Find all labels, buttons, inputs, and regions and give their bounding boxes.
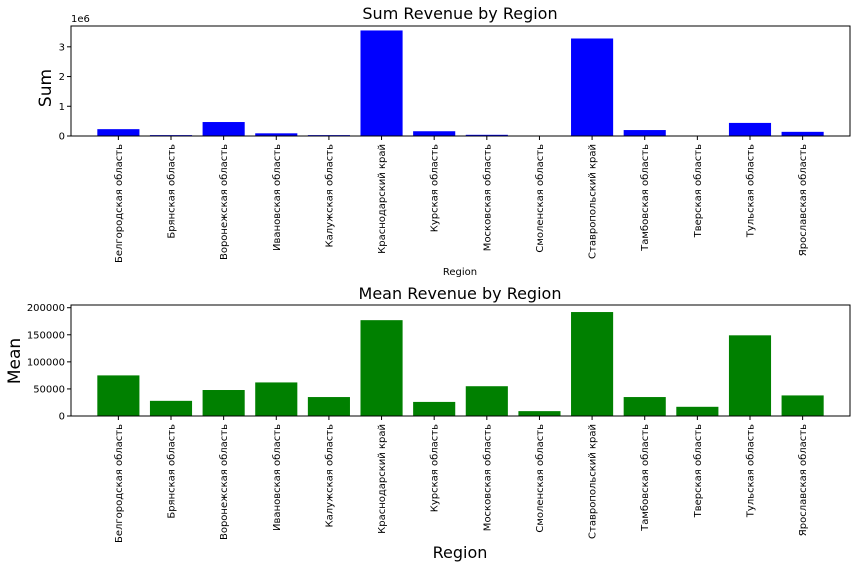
- x-axis-label: Region: [443, 267, 477, 278]
- y-tick-label: 50000: [33, 384, 65, 395]
- x-tick-label: Ставропольский край: [588, 144, 599, 259]
- y-offset-label: 1e6: [71, 14, 90, 25]
- bars: [97, 312, 824, 416]
- bar: [202, 390, 245, 416]
- y-tick-label: 3: [59, 42, 65, 53]
- x-tick-label: Тверская область: [693, 424, 704, 518]
- y-axis-label: Sum: [36, 69, 56, 107]
- x-ticks: Белгородская область Брянская область Воро…: [114, 416, 809, 543]
- x-tick-label: Тульская область: [745, 144, 756, 238]
- x-tick-label: Калужская область: [324, 144, 335, 248]
- plot-frame: [70, 304, 851, 417]
- bar: [97, 375, 140, 416]
- bar: [518, 411, 561, 416]
- bar: [728, 335, 772, 416]
- x-tick-label: Тверская область: [693, 144, 704, 238]
- bar: [676, 406, 719, 416]
- y-ticks: 0 50000 100000 150000 200000: [27, 303, 71, 423]
- x-tick-label: Калужская область: [324, 424, 335, 528]
- y-tick-label: 0: [59, 412, 65, 423]
- x-ticks: Белгородская область Брянская область Воро…: [114, 136, 809, 263]
- bar: [149, 400, 193, 416]
- y-tick-label: 100000: [27, 357, 65, 368]
- x-tick-label: Московская область: [482, 144, 493, 251]
- bar: [360, 30, 403, 136]
- x-tick-label: Брянская область: [167, 424, 178, 519]
- x-tick-label: Ярославская область: [798, 424, 809, 536]
- x-tick-label: Тульская область: [745, 424, 756, 518]
- bar: [255, 382, 298, 416]
- sum-revenue-chart: Sum Revenue by Region 1e6 Sum Region 0 1 2…: [36, 4, 851, 278]
- x-tick-label: Белгородская область: [114, 144, 125, 263]
- bar: [781, 395, 824, 416]
- y-axis-label: Mean: [5, 338, 25, 384]
- bar: [571, 38, 614, 136]
- bar: [728, 122, 772, 136]
- chart-title: Sum Revenue by Region: [362, 4, 557, 23]
- bar: [97, 129, 140, 136]
- bar: [623, 397, 666, 416]
- x-tick-label: Курская область: [430, 144, 441, 232]
- x-tick-label: Белгородская область: [114, 424, 125, 543]
- x-tick-label: Тамбовская область: [640, 424, 651, 532]
- bar: [623, 130, 666, 136]
- x-axis-label: Region: [433, 543, 488, 562]
- x-tick-label: Брянская область: [167, 144, 178, 239]
- x-tick-label: Московская область: [482, 424, 493, 531]
- x-tick-label: Курская область: [430, 424, 441, 512]
- x-tick-label: Смоленская область: [535, 424, 546, 533]
- bar: [465, 134, 508, 136]
- y-tick-label: 200000: [27, 303, 65, 314]
- x-tick-label: Ивановская область: [272, 424, 283, 531]
- y-tick-label: 2: [59, 72, 65, 83]
- bar: [360, 320, 403, 416]
- plot-frame: [70, 25, 851, 137]
- x-tick-label: Ивановская область: [272, 144, 283, 251]
- bar: [465, 386, 508, 416]
- y-tick-label: 0: [59, 132, 65, 143]
- x-tick-label: Краснодарский край: [377, 144, 388, 254]
- bar: [413, 401, 456, 416]
- bars: [97, 30, 824, 136]
- x-tick-label: Ярославская область: [798, 144, 809, 256]
- y-ticks: 0 1 2 3: [59, 42, 71, 143]
- bar: [307, 397, 350, 416]
- x-tick-label: Краснодарский край: [377, 424, 388, 534]
- y-tick-label: 150000: [27, 330, 65, 341]
- bar: [571, 312, 614, 416]
- x-tick-label: Ставропольский край: [588, 424, 599, 539]
- bar: [413, 131, 456, 136]
- bar: [202, 122, 245, 136]
- x-tick-label: Тамбовская область: [640, 144, 651, 252]
- chart-title: Mean Revenue by Region: [359, 284, 562, 303]
- x-tick-label: Воронежская область: [219, 144, 230, 260]
- mean-revenue-chart: Mean Revenue by Region Mean Region 0 5000…: [5, 284, 851, 562]
- bar: [255, 133, 298, 136]
- x-tick-label: Смоленская область: [535, 144, 546, 253]
- x-tick-label: Воронежская область: [219, 424, 230, 540]
- y-tick-label: 1: [59, 102, 65, 113]
- bar: [781, 131, 824, 136]
